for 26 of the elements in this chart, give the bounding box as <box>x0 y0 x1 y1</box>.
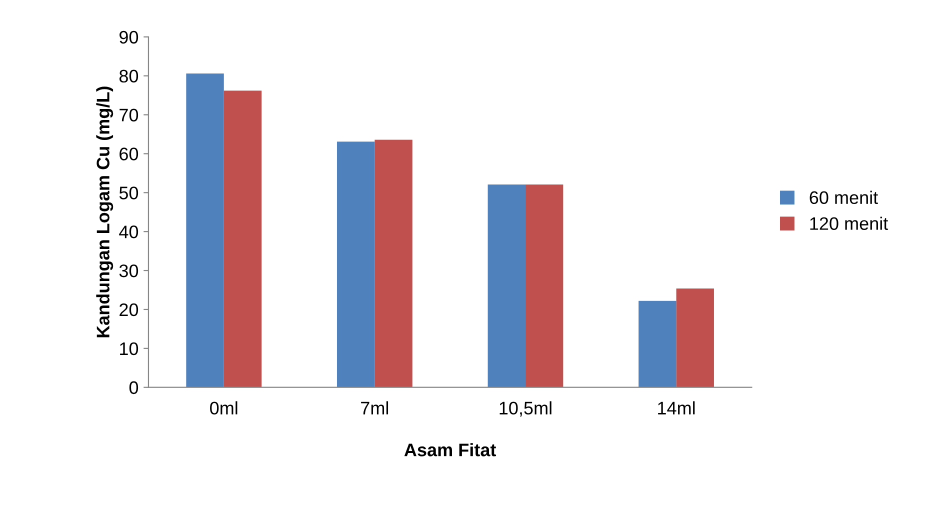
x-tick-label: 7ml <box>361 401 388 414</box>
x-tick-label: 10,5ml <box>500 401 552 417</box>
bar <box>336 142 375 388</box>
bar <box>374 140 412 388</box>
bar <box>676 288 714 388</box>
y-tick-label: 80 <box>119 70 138 83</box>
bar <box>224 90 262 388</box>
y-tick-label: 20 <box>120 303 138 316</box>
x-tick-label: 0ml <box>210 401 238 414</box>
y-tick-label: 30 <box>119 264 138 278</box>
y-tick-label: 90 <box>120 30 138 44</box>
y-tick-label: 50 <box>119 186 138 200</box>
bar <box>488 184 526 388</box>
y-tick-label: 70 <box>120 108 138 122</box>
legend-label: 120 menit <box>810 216 888 230</box>
y-axis-title: Kandungan Logam Cu (mg/L) <box>96 86 114 338</box>
x-axis-title: Asam Fitat <box>404 443 496 456</box>
y-tick-label: 60 <box>120 148 138 160</box>
legend-label: 60 menit <box>810 190 878 204</box>
bar <box>638 300 676 388</box>
bar <box>525 184 564 388</box>
y-tick-label: 40 <box>119 226 138 238</box>
y-tick-label: 10 <box>120 342 138 356</box>
x-tick-label: 14ml <box>658 401 695 414</box>
bar <box>186 73 224 388</box>
y-tick-label: 0 <box>129 381 138 394</box>
